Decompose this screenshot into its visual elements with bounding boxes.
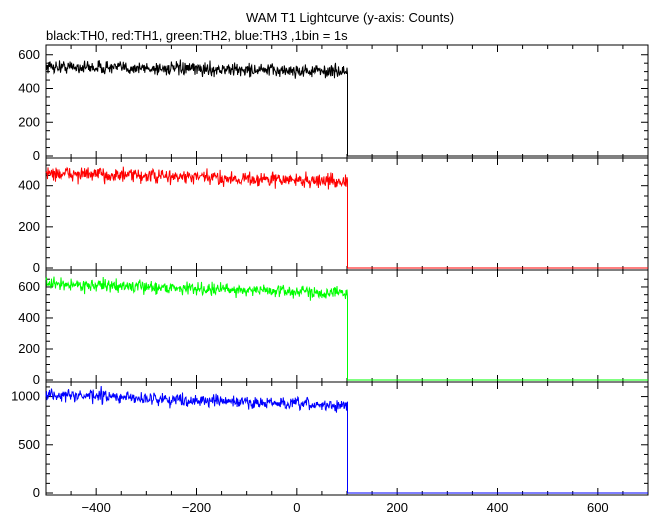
panel-th0: 0 200 400 600 <box>18 44 649 163</box>
y-tick-label: 500 <box>18 437 40 452</box>
panels: 0 200 400 600 0 200 400 0 200 400 600 0 500 1000 <box>11 44 649 500</box>
x-axis-ticks <box>45 158 649 270</box>
panel-th3: 0 500 1000 <box>11 381 649 500</box>
y-tick-label: 400 <box>18 81 40 96</box>
y-tick-label: 600 <box>18 47 40 62</box>
y-tick-label: 400 <box>18 178 40 193</box>
series-th0 <box>45 59 648 157</box>
y-tick-label: 0 <box>33 485 40 500</box>
y-tick-label: 0 <box>33 372 40 387</box>
x-axis-tick-labels: −400 −200 0 200 400 600 <box>82 500 609 515</box>
y-tick-label: 600 <box>18 279 40 294</box>
panel-th1: 0 200 400 <box>18 157 649 275</box>
x-tick-label: 600 <box>587 500 609 515</box>
x-tick-label: −200 <box>182 500 211 515</box>
x-axis-ticks <box>45 382 649 495</box>
x-tick-label: −400 <box>82 500 111 515</box>
y-tick-label: 0 <box>33 260 40 275</box>
y-tick-label: 200 <box>18 341 40 356</box>
y-tick-label: 400 <box>18 310 40 325</box>
y-axis-ticks <box>46 278 648 381</box>
series-th1 <box>45 166 648 269</box>
x-axis-ticks <box>45 45 649 158</box>
series-th2 <box>45 276 648 381</box>
x-tick-label: 200 <box>386 500 408 515</box>
x-tick-label: 400 <box>487 500 509 515</box>
y-axis-ticks <box>46 54 648 157</box>
x-tick-label: 0 <box>293 500 300 515</box>
y-tick-label: 200 <box>18 114 40 129</box>
chart-title: WAM T1 Lightcurve (y-axis: Counts) <box>246 10 454 25</box>
y-tick-label: 0 <box>33 148 40 163</box>
y-tick-label: 200 <box>18 219 40 234</box>
series-th3 <box>45 385 648 494</box>
y-tick-label: 1000 <box>11 389 40 404</box>
y-axis-ticks <box>46 164 648 269</box>
panel-th2: 0 200 400 600 <box>18 269 649 387</box>
chart-subtitle: black:TH0, red:TH1, green:TH2, blue:TH3 … <box>46 28 348 43</box>
